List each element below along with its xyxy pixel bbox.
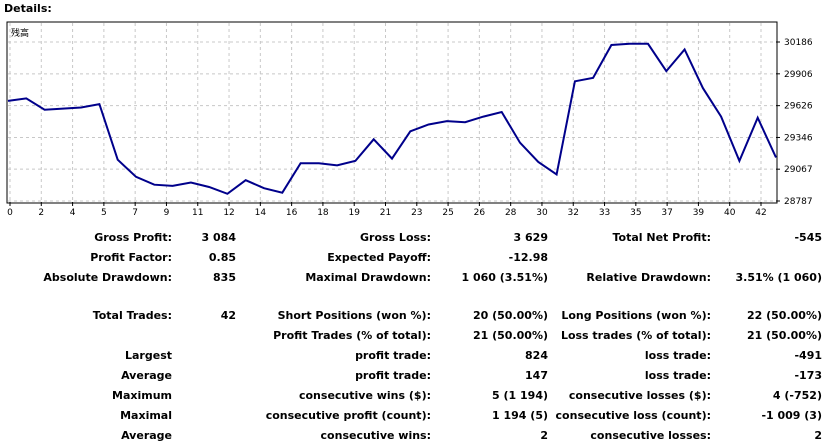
maximal-consec-loss-label: consecutive loss (count): xyxy=(555,409,711,422)
x-tick-label: 12 xyxy=(223,208,234,218)
y-tick-label: 29067 xyxy=(784,165,813,175)
largest-loss-label: loss trade: xyxy=(644,349,711,362)
max-consec-wins-label: consecutive wins ($): xyxy=(298,389,431,402)
avg-consec-wins-value: 2 xyxy=(540,429,548,442)
profit-factor-label: Profit Factor: xyxy=(90,251,172,264)
average2-label: Average xyxy=(121,429,172,442)
x-tick-label: 30 xyxy=(536,208,548,218)
x-tick-label: 19 xyxy=(348,208,360,218)
average-profit-value: 147 xyxy=(525,369,548,382)
x-tick-label: 28 xyxy=(505,208,517,218)
y-tick-label: 28787 xyxy=(784,197,813,207)
short-positions-label: Short Positions (won %): xyxy=(277,309,431,322)
largest-profit-value: 824 xyxy=(525,349,548,362)
profit-trades-label: Profit Trades (% of total): xyxy=(273,329,431,342)
total-trades-label: Total Trades: xyxy=(92,309,172,322)
x-tick-label: 16 xyxy=(286,208,298,218)
x-tick-label: 23 xyxy=(411,208,422,218)
x-tick-label: 0 xyxy=(7,208,13,218)
total-net-profit-label: Total Net Profit: xyxy=(612,231,712,244)
x-tick-label: 42 xyxy=(755,208,766,218)
x-tick-label: 11 xyxy=(192,208,203,218)
y-tick-label: 29906 xyxy=(784,70,813,80)
x-tick-label: 18 xyxy=(317,208,329,218)
largest-label: Largest xyxy=(125,349,172,362)
total-net-profit-value: -545 xyxy=(794,231,822,244)
maximal-consec-profit-label: consecutive profit (count): xyxy=(265,409,431,422)
x-tick-label: 5 xyxy=(101,208,107,218)
x-tick-label: 7 xyxy=(132,208,138,218)
loss-trades-value: 21 (50.00%) xyxy=(746,329,822,342)
profit-factor-value: 0.85 xyxy=(208,251,236,264)
avg-consec-losses-value: 2 xyxy=(814,429,822,442)
expected-payoff-label: Expected Payoff: xyxy=(327,251,431,264)
balance-line xyxy=(7,42,777,195)
short-positions-value: 20 (50.00%) xyxy=(472,309,548,322)
x-tick-label: 39 xyxy=(693,208,705,218)
maximal-drawdown-value: 1 060 (3.51%) xyxy=(461,271,549,284)
max-consec-losses-value: 4 (-752) xyxy=(772,389,822,402)
expected-payoff-value: -12.98 xyxy=(508,251,548,264)
average-loss-label: loss trade: xyxy=(644,369,711,382)
x-tick-label: 32 xyxy=(568,208,579,218)
avg-consec-losses-label: consecutive losses: xyxy=(590,429,711,442)
x-tick-label: 21 xyxy=(380,208,391,218)
total-trades-value: 42 xyxy=(220,309,236,322)
maximal-consec-profit-value: 1 194 (5) xyxy=(492,409,548,422)
x-tick-label: 2 xyxy=(38,208,44,218)
long-positions-value: 22 (50.00%) xyxy=(746,309,822,322)
x-tick-label: 26 xyxy=(474,208,486,218)
avg-consec-wins-label: consecutive wins: xyxy=(320,429,431,442)
long-positions-label: Long Positions (won %): xyxy=(561,309,711,322)
y-tick-label: 29346 xyxy=(784,133,813,143)
max-consec-losses-label: consecutive losses ($): xyxy=(568,389,711,402)
profit-trades-value: 21 (50.00%) xyxy=(472,329,548,342)
maximal-label: Maximal xyxy=(120,409,172,422)
absolute-drawdown-label: Absolute Drawdown: xyxy=(43,271,172,284)
chart-label: 残高 xyxy=(11,27,29,39)
maximal-consec-loss-value: -1 009 (3) xyxy=(761,409,822,422)
max-consec-wins-value: 5 (1 194) xyxy=(492,389,548,402)
x-tick-label: 35 xyxy=(630,208,641,218)
absolute-drawdown-value: 835 xyxy=(213,271,236,284)
plot-frame xyxy=(6,21,778,204)
gross-loss-label: Gross Loss: xyxy=(360,231,431,244)
gross-profit-value: 3 084 xyxy=(201,231,236,244)
largest-profit-label: profit trade: xyxy=(355,349,431,362)
y-tick-label: 30186 xyxy=(784,38,813,48)
largest-loss-value: -491 xyxy=(794,349,822,362)
gross-loss-value: 3 629 xyxy=(513,231,548,244)
x-tick-label: 14 xyxy=(255,208,267,218)
maximal-drawdown-label: Maximal Drawdown: xyxy=(305,271,431,284)
x-tick-label: 40 xyxy=(724,208,736,218)
average-profit-label: profit trade: xyxy=(355,369,431,382)
average-label: Average xyxy=(121,369,172,382)
x-tick-label: 4 xyxy=(70,208,76,218)
details-title: Details: xyxy=(4,2,52,15)
relative-drawdown-label: Relative Drawdown: xyxy=(586,271,711,284)
x-tick-label: 33 xyxy=(599,208,610,218)
y-tick-label: 29626 xyxy=(784,102,813,112)
gross-profit-label: Gross Profit: xyxy=(94,231,172,244)
x-tick-label: 37 xyxy=(661,208,672,218)
maximum-label: Maximum xyxy=(112,389,172,402)
average-loss-value: -173 xyxy=(794,369,822,382)
x-tick-label: 25 xyxy=(442,208,453,218)
x-tick-label: 9 xyxy=(164,208,170,218)
loss-trades-label: Loss trades (% of total): xyxy=(560,329,711,342)
balance-chart: 残高 0 2 4 5 7 9 11 12 14 16 18 19 21 23 25 26 28 30 32 33 35 3… xyxy=(6,21,813,218)
relative-drawdown-value: 3.51% (1 060) xyxy=(735,271,823,284)
